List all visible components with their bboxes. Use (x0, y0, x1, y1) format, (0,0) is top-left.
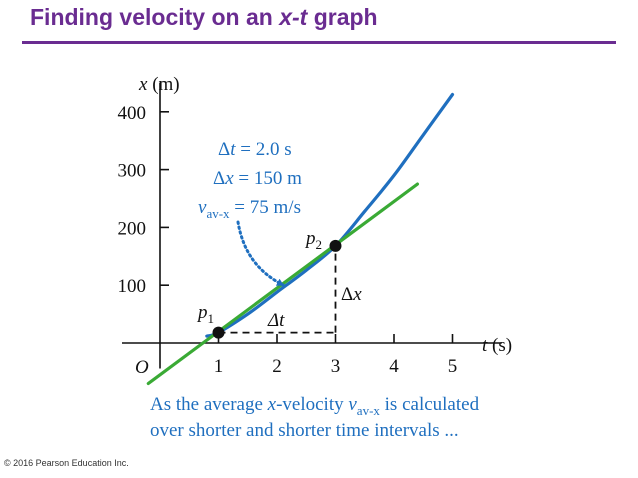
copyright-notice: © 2016 Pearson Education Inc. (4, 458, 129, 468)
annotation-pointer-arrow (236, 220, 285, 287)
y-tick-label: 200 (118, 218, 147, 239)
annotation-dt-var: t (230, 139, 236, 160)
annotation-block: Δt = 2.0 s Δx = 150 m vav-x = 75 m/s (198, 139, 302, 221)
caption-l1-var: x (267, 394, 277, 415)
annotation-line-dx: Δx = 150 m (213, 168, 302, 189)
x-axis-label: t (s) (482, 335, 512, 356)
annotation-dt-sym: Δ (218, 139, 230, 160)
x-tick-label: 3 (331, 356, 341, 377)
x-tick-label: 2 (272, 356, 282, 377)
delta-x-var: x (352, 284, 362, 305)
delta-x-sym: Δ (341, 284, 353, 305)
title-text-var: x-t (279, 4, 308, 30)
y-tick-label: 100 (118, 276, 147, 297)
annotation-dt-rest: = 2.0 s (236, 139, 292, 160)
delta-x-label: Δx (341, 284, 362, 305)
series (146, 92, 455, 386)
delta-t-label: Δt (267, 310, 285, 331)
x-axis-label-var: t (482, 335, 488, 356)
caption-l1-v: v (348, 394, 357, 415)
y-axis-label-unit: (m) (147, 74, 179, 95)
title-text-pre: Finding velocity on an (30, 4, 280, 30)
y-axis-label-var: x (138, 74, 148, 95)
title-text-post: graph (307, 4, 378, 30)
annotation-dx-var: x (224, 168, 234, 189)
point-label-p2: p2 (304, 228, 322, 252)
caption-l1-mid: -velocity (276, 394, 348, 415)
point-p2 (329, 239, 342, 252)
x-tick-label: 4 (389, 356, 399, 377)
point-label-p2-sub: 2 (316, 237, 323, 252)
annotation-dx-sym: Δ (213, 168, 225, 189)
point-p1 (212, 326, 225, 339)
x-axis-label-unit: (s) (487, 335, 512, 356)
caption-l1-pre: As the average (150, 394, 268, 415)
point-label-p1: p1 (196, 302, 214, 326)
position-curve-series (205, 92, 455, 338)
annotation-v-var: v (198, 197, 207, 218)
caption-l1-sub: av-x (357, 403, 381, 418)
data-points (212, 239, 342, 339)
origin-label: O (135, 357, 149, 378)
annotation-v-rest: = 75 m/s (230, 197, 301, 218)
y-tick-label: 300 (118, 161, 147, 182)
slide-title: Finding velocity on an x-t graph (30, 4, 378, 31)
y-axis-label: x (m) (138, 74, 180, 95)
annotation-line-vav: vav-x = 75 m/s (198, 197, 301, 221)
x-tick-label: 1 (214, 356, 224, 377)
annotation-dx-rest: = 150 m (234, 168, 302, 189)
annotation-line-dt: Δt = 2.0 s (218, 139, 292, 160)
caption-line-1: As the average x-velocity vav-x is calcu… (150, 394, 480, 418)
x-tick-label: 5 (448, 356, 458, 377)
caption-line-2: over shorter and shorter time intervals … (150, 420, 459, 441)
caption-l1-post: is calculated (380, 394, 480, 415)
annotation-v-sub: av-x (206, 206, 230, 221)
caption: As the average x-velocity vav-x is calcu… (150, 394, 480, 441)
y-tick-label: 400 (118, 103, 147, 124)
point-label-p1-letter: p (196, 302, 208, 323)
point-label-p2-letter: p (304, 228, 316, 249)
point-label-p1-sub: 1 (208, 311, 215, 326)
title-underline (22, 41, 616, 44)
interval-guides (218, 245, 337, 334)
